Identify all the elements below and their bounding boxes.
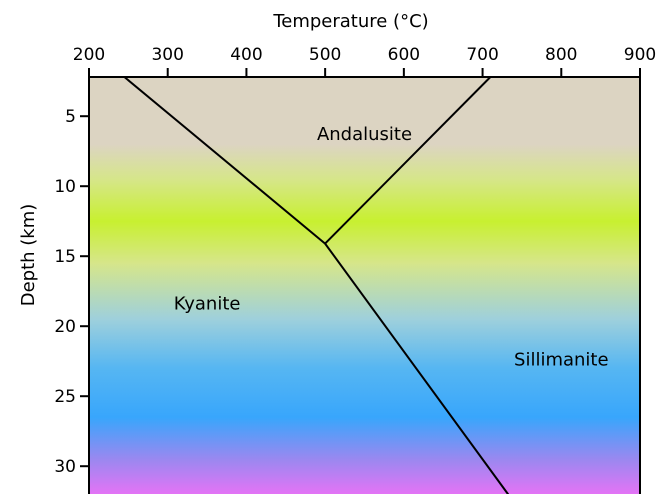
region-label-kyanite: Kyanite: [174, 293, 241, 314]
y-axis-ticks: 5 10 15 20 25 30: [54, 107, 89, 477]
x-tick-label-900: 900: [624, 45, 656, 65]
y-tick-label-10: 10: [54, 177, 76, 197]
x-tick-label-600: 600: [388, 45, 420, 65]
y-tick-label-5: 5: [65, 107, 76, 127]
y-tick-label-20: 20: [54, 317, 76, 337]
x-tick-label-200: 200: [73, 45, 105, 65]
x-tick-label-800: 800: [545, 45, 577, 65]
y-tick-label-25: 25: [54, 387, 76, 407]
plot-background: [89, 77, 640, 494]
y-axis-label: Depth (km): [18, 204, 39, 307]
phase-boundaries: [123, 76, 510, 494]
x-tick-label-400: 400: [230, 45, 262, 65]
y-tick-label-15: 15: [54, 247, 76, 267]
y-tick-label-30: 30: [54, 457, 76, 477]
region-labels: Andalusite Kyanite Sillimanite: [174, 124, 609, 370]
x-axis-ticks: 200 300 400 500 600 700 800 900: [73, 45, 656, 77]
x-tick-label-300: 300: [151, 45, 183, 65]
region-label-andalusite: Andalusite: [317, 124, 412, 145]
x-tick-label-700: 700: [466, 45, 498, 65]
x-tick-label-500: 500: [309, 45, 341, 65]
region-label-sillimanite: Sillimanite: [514, 349, 609, 370]
boundary-line-2: [324, 243, 510, 494]
x-axis-label: Temperature (°C): [272, 11, 428, 32]
boundary-line-1: [324, 76, 492, 245]
boundary-line-0: [123, 76, 326, 245]
